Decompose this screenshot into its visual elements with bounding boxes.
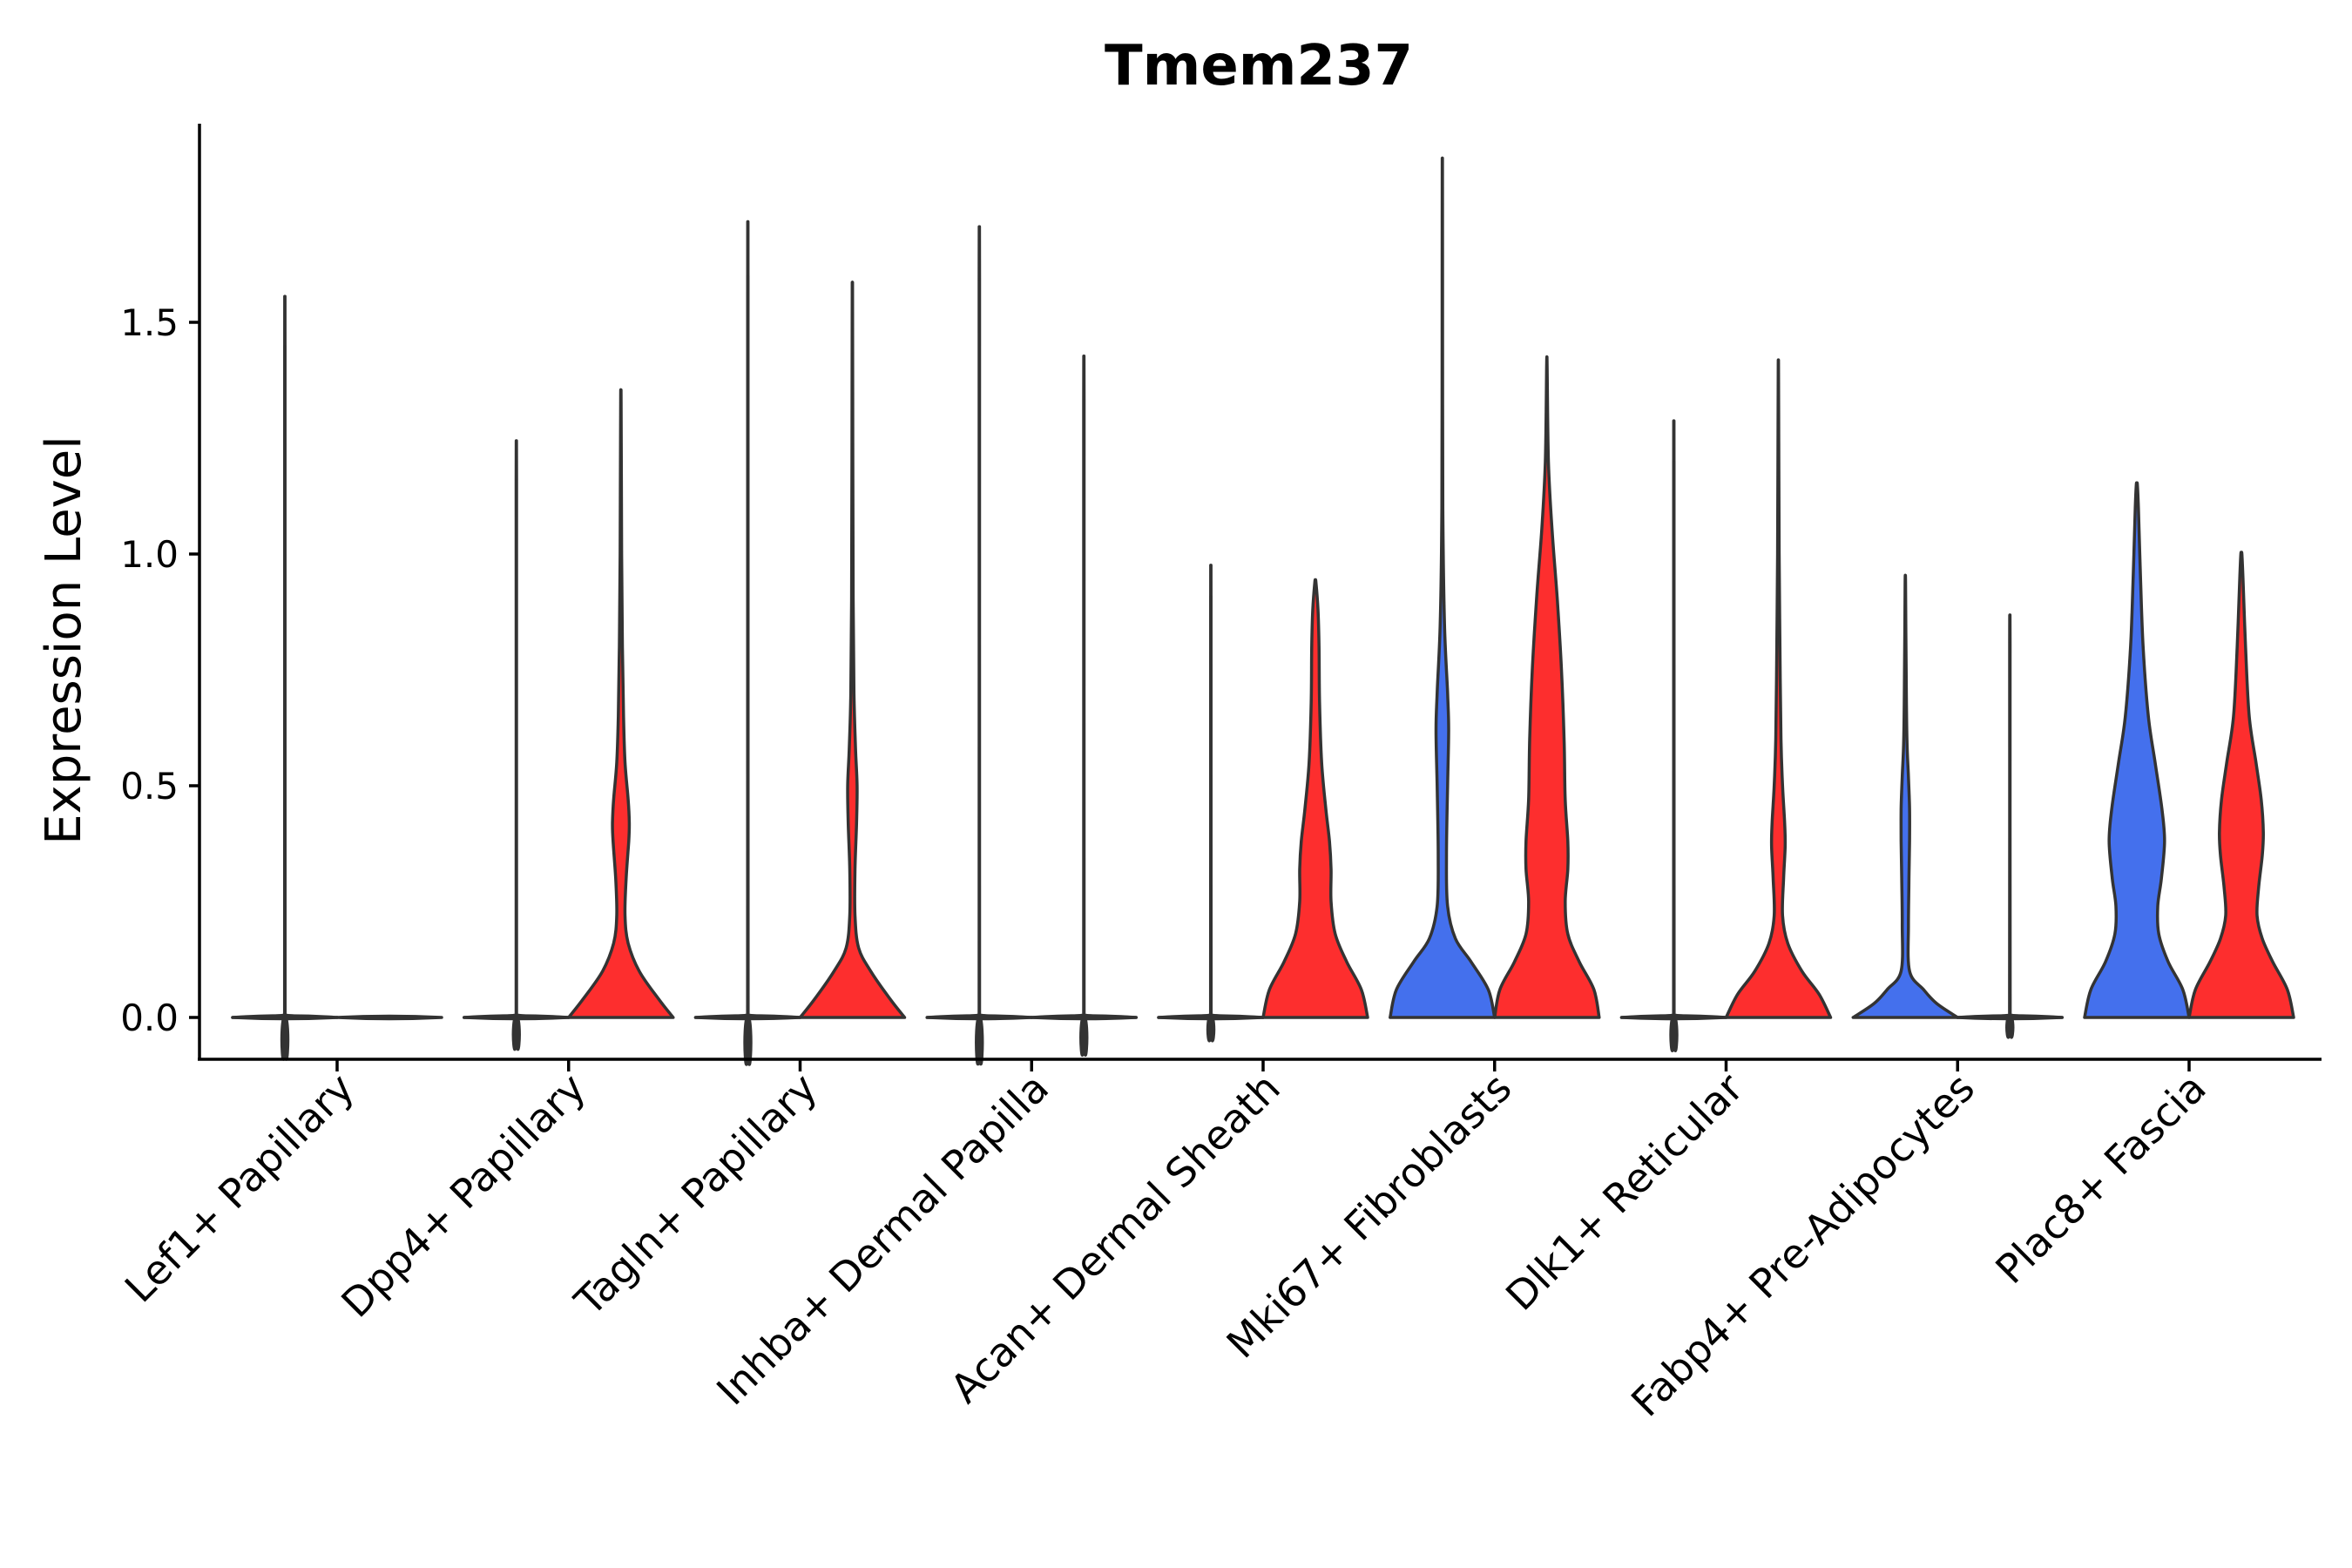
y-tick-label: 0.5 — [120, 765, 179, 808]
violin — [1493, 355, 1601, 1019]
violin-base — [693, 1014, 802, 1021]
violin-base — [1619, 1014, 1728, 1021]
violin-base — [1157, 1014, 1265, 1021]
violin-layer — [231, 156, 2295, 1066]
x-tick-label: Dlk1+ Reticular — [1497, 1064, 1752, 1320]
violin-base — [1030, 1014, 1138, 1021]
y-tick-label: 1.5 — [120, 301, 179, 344]
violin-base — [925, 1014, 1033, 1021]
violin — [335, 1014, 443, 1021]
violin-base — [1956, 1014, 2064, 1021]
violin — [2187, 551, 2295, 1019]
y-tick-label: 1.0 — [120, 533, 179, 576]
violin-base — [231, 1014, 339, 1021]
violin — [1851, 573, 1960, 1019]
y-axis-label: Expression Level — [36, 436, 92, 845]
violin — [1389, 156, 1497, 1019]
x-tick-label: Tagln+ Papillary — [565, 1064, 827, 1326]
violin — [1261, 578, 1369, 1019]
violin-base — [463, 1014, 571, 1021]
y-ticks: 0.0 0.5 1.0 1.5 — [120, 301, 199, 1039]
violin — [1724, 358, 1833, 1019]
chart-title: Tmem237 — [1105, 34, 1413, 98]
axes — [198, 124, 2322, 1061]
y-tick-label: 0.0 — [120, 997, 179, 1039]
x-tick-label: Lef1+ Papillary — [116, 1064, 363, 1312]
violin — [798, 280, 907, 1019]
x-tick-label: Dpp4+ Papillary — [332, 1064, 594, 1327]
violin — [567, 388, 675, 1019]
violin — [2083, 481, 2191, 1019]
x-tick-label: Plac8+ Fascia — [1986, 1064, 2214, 1293]
